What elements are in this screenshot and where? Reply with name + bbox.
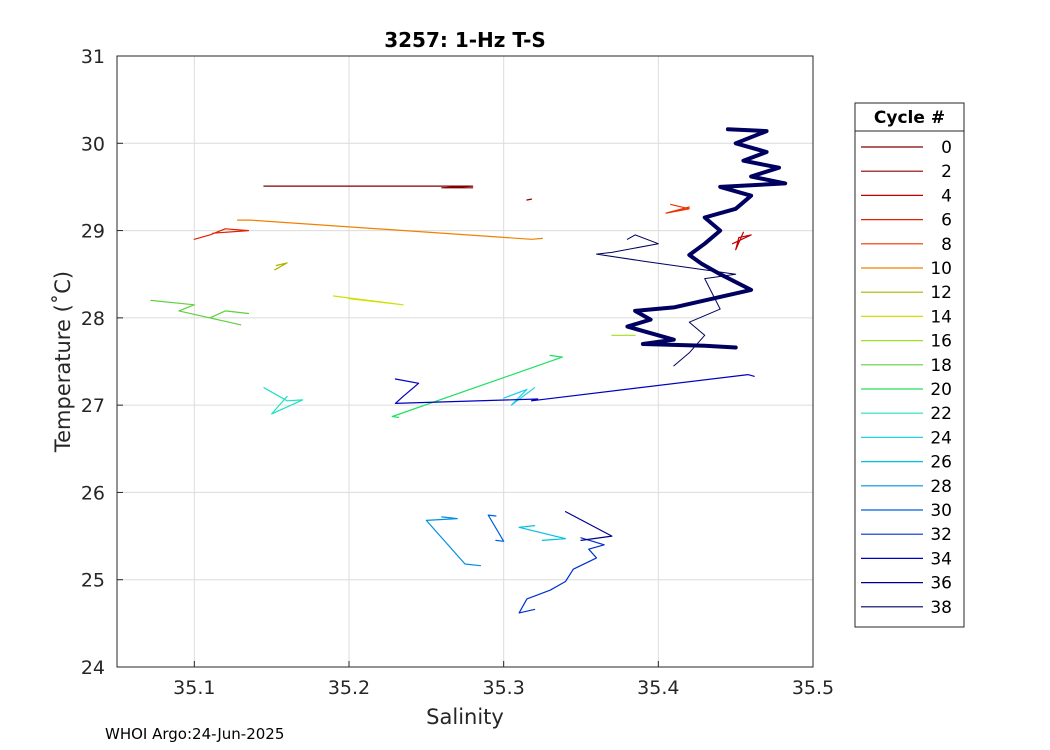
series-line-38 — [625, 127, 788, 350]
y-axis-label: Temperature (˚C) — [51, 271, 75, 453]
x-tick-label: 35.3 — [483, 677, 525, 699]
legend-entry-16: 16 — [930, 332, 952, 352]
series-line-2 — [526, 198, 533, 201]
y-tick-label: 26 — [81, 482, 105, 504]
axes-box — [116, 55, 814, 668]
series-line-20 — [391, 354, 564, 418]
y-tick-label: 28 — [81, 308, 105, 330]
x-tick-label: 35.1 — [173, 677, 215, 699]
legend-entry-0: 0 — [941, 138, 952, 158]
legend-entry-34: 34 — [930, 549, 952, 569]
x-tick-label: 35.5 — [792, 677, 834, 699]
series-line-24 — [503, 387, 536, 406]
series-line-0 — [263, 185, 474, 189]
y-tick-label: 25 — [81, 570, 105, 592]
legend-entry-26: 26 — [930, 453, 952, 473]
legend-entry-6: 6 — [941, 211, 952, 231]
legend-entry-22: 22 — [930, 404, 952, 424]
series-line-6 — [193, 228, 250, 240]
legend-entry-36: 36 — [930, 574, 952, 594]
legend-entry-14: 14 — [930, 307, 952, 327]
legend-entry-20: 20 — [930, 380, 952, 400]
series-line-extra-20 — [596, 234, 737, 367]
legend-entry-30: 30 — [930, 501, 952, 521]
series-line-30 — [487, 514, 505, 542]
series-line-12 — [274, 262, 288, 271]
y-tick-label: 29 — [81, 221, 105, 243]
series-line-18 — [150, 299, 250, 326]
legend-entry-28: 28 — [930, 477, 952, 497]
series-line-14 — [332, 295, 404, 306]
series-line-36 — [564, 511, 613, 542]
y-tick-label: 27 — [81, 395, 105, 417]
plot-area — [117, 56, 813, 667]
series-line-22 — [263, 387, 304, 415]
legend-entry-12: 12 — [930, 283, 952, 303]
series-line-26 — [518, 524, 567, 542]
legend-entry-32: 32 — [930, 525, 952, 545]
legend-entry-2: 2 — [941, 162, 952, 182]
series-line-4 — [731, 231, 752, 251]
legend-entry-38: 38 — [930, 598, 952, 618]
x-tick-label: 35.4 — [637, 677, 679, 699]
x-tick-label: 35.2 — [328, 677, 370, 699]
series-line-8 — [665, 203, 690, 214]
series-line-32 — [518, 537, 605, 614]
legend-entry-10: 10 — [930, 259, 952, 279]
legend-entry-8: 8 — [941, 235, 952, 255]
footer-credit: WHOI Argo:24-Jun-2025 — [105, 725, 285, 743]
legend-entry-4: 4 — [941, 186, 952, 206]
legend-title: Cycle # — [874, 108, 945, 128]
series-line-34 — [394, 374, 755, 404]
y-tick-label: 30 — [81, 133, 105, 155]
series-line-28 — [425, 516, 482, 567]
chart-title: 3257: 1-Hz T-S — [384, 28, 546, 52]
y-tick-label: 31 — [81, 46, 105, 68]
legend-entry-24: 24 — [930, 428, 952, 448]
y-tick-label: 24 — [81, 657, 105, 679]
x-axis-label: Salinity — [426, 705, 504, 729]
series-line-10 — [237, 219, 543, 240]
legend-entry-18: 18 — [930, 356, 952, 376]
